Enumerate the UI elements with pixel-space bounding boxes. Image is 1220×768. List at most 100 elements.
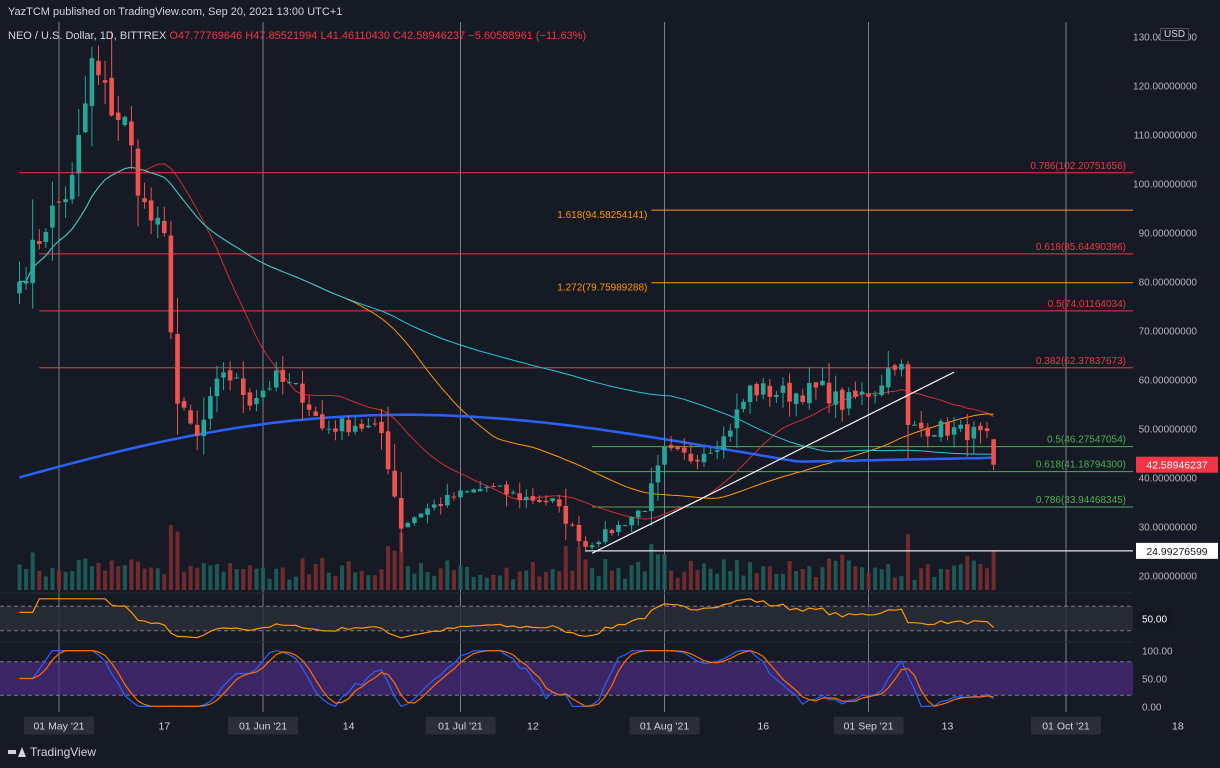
volume-bar (182, 571, 187, 590)
price-tick-label: 110.00000000 (1134, 131, 1198, 142)
volume-bar (603, 559, 608, 590)
volume-bar (221, 571, 226, 590)
candle-body (741, 401, 746, 409)
volume-bar (912, 579, 917, 590)
candle-body (714, 450, 720, 452)
candle-body (418, 513, 424, 518)
publisher-line: YazTCM published on TradingView.com, Sep… (8, 6, 343, 18)
candle-body (352, 425, 358, 432)
volume-bar (873, 567, 878, 590)
volume-bar (616, 568, 621, 590)
volume-bar (405, 566, 410, 590)
volume-bar (293, 576, 298, 590)
candle-body (537, 500, 542, 502)
candle-body (793, 393, 799, 405)
sma-200-line (19, 413, 994, 479)
volume-bar (511, 579, 516, 590)
candle-body (616, 524, 621, 533)
candle-body (221, 372, 226, 378)
volume-bar (280, 567, 285, 590)
candle-body (662, 446, 667, 465)
volume-bar (313, 564, 318, 590)
volume-bar (254, 568, 259, 590)
volume-bar (478, 575, 483, 590)
time-tick-label: 01 Aug '21 (640, 721, 689, 733)
volume-bar (109, 560, 114, 590)
time-tick-label: 01 Oct '21 (1042, 721, 1090, 733)
volume-bar (780, 573, 785, 590)
candle-body (570, 524, 575, 526)
volume-bar (892, 577, 897, 590)
candle-body (155, 217, 161, 225)
candle-body (912, 424, 917, 426)
volume-bar (300, 558, 305, 590)
candle-body (964, 424, 970, 441)
candle-body (932, 435, 937, 437)
volume-bar (820, 567, 825, 590)
candle-body (695, 459, 700, 462)
candle-body (491, 486, 496, 488)
candle-body (530, 495, 536, 501)
candle-body (267, 388, 272, 390)
candle-body (885, 368, 891, 388)
volume-bar (985, 568, 990, 590)
price-tick-label: 100.00000000 (1133, 180, 1197, 191)
volume-bar (715, 573, 720, 590)
candle-body (326, 428, 332, 430)
volume-bar (241, 568, 246, 590)
price-tick-label: 50.00000000 (1139, 424, 1198, 435)
volume-bar (544, 571, 549, 590)
candle-body (142, 198, 147, 203)
fib-level-label: 0.786(33.94468345) (1036, 495, 1126, 506)
candle-body (602, 529, 608, 542)
candle-body (227, 370, 233, 381)
volume-bar (675, 578, 680, 590)
rsi-panel (0, 598, 1133, 639)
price-tick-label: 90.00000000 (1139, 229, 1198, 240)
candle-body (524, 496, 529, 501)
candle-body (76, 134, 82, 174)
volume-bar (609, 570, 614, 590)
sma-100-line (19, 166, 994, 455)
volume-bar (971, 560, 976, 590)
volume-bar (96, 563, 101, 590)
rsi-tick-label: 50.00 (1142, 615, 1167, 626)
candle-body (497, 485, 503, 487)
volume-bar (504, 567, 509, 590)
candle-body (194, 424, 200, 436)
sma-20-line (19, 163, 994, 520)
time-tick-label: 01 Jun '21 (239, 721, 287, 733)
time-tick-box (228, 716, 299, 735)
tradingview-logo[interactable]: TradingView (8, 745, 96, 759)
volume-bar (63, 571, 68, 590)
volume-bar (445, 560, 450, 590)
volume-bar (965, 555, 970, 590)
candle-body (168, 235, 174, 333)
volume-bar (938, 568, 943, 590)
candle-body (543, 500, 549, 503)
candle-body (359, 423, 365, 429)
volume-bar (649, 544, 654, 590)
fib-level-label: 0.5(74.01164034) (1048, 299, 1126, 310)
candle-body (56, 201, 62, 203)
volume-bar (537, 576, 542, 590)
fib-level-label: 0.618(85.64490396) (1036, 242, 1126, 253)
volume-bar (741, 575, 746, 590)
trendline[interactable] (591, 371, 955, 554)
volume-bar (234, 569, 239, 590)
candle-body (872, 394, 878, 396)
currency-badge[interactable]: USD (1160, 28, 1190, 41)
volume-bar (853, 566, 858, 590)
volume-bar (379, 569, 384, 590)
candle-body (668, 445, 674, 449)
candle-body (583, 541, 588, 547)
time-tick-label: 01 May '21 (33, 721, 84, 733)
volume-bar (636, 562, 641, 590)
candle-body (319, 414, 325, 429)
candle-body (115, 112, 121, 120)
volume-bar (734, 559, 739, 590)
candle-body (385, 431, 391, 470)
candle-body (760, 383, 766, 395)
candle-body (655, 465, 661, 483)
